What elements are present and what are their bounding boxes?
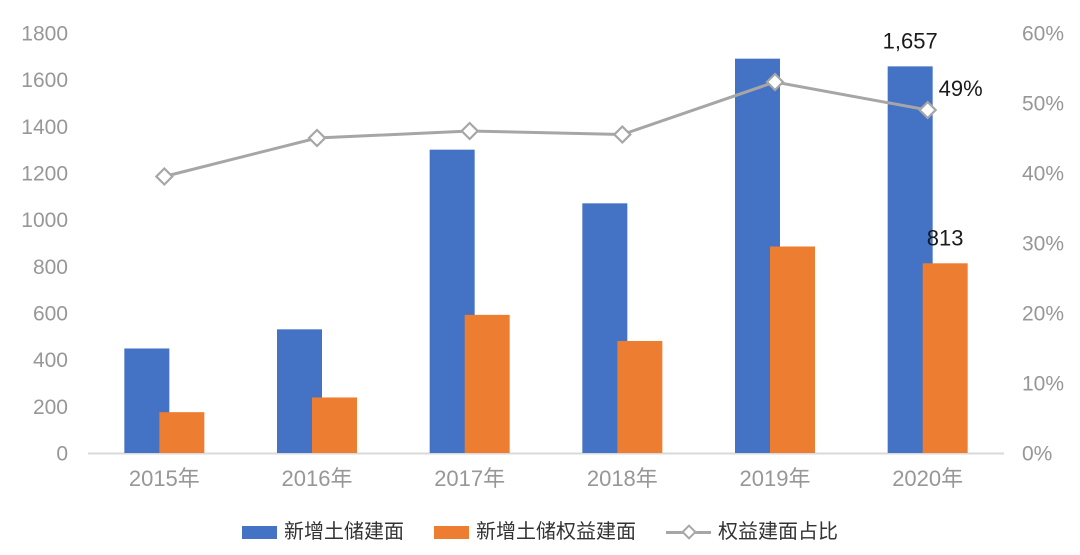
legend-diamond-icon <box>680 524 697 540</box>
bar-equity-gfa-2018年 <box>617 341 663 453</box>
left-axis-tick-label: 1600 <box>21 69 68 92</box>
data-label: 813 <box>927 225 964 250</box>
right-axis-tick-label: 40% <box>1022 163 1064 186</box>
bar-equity-gfa-2020年 <box>922 263 968 453</box>
legend-label-equity-ratio: 权益建面占比 <box>718 521 838 543</box>
left-axis-tick-label: 1400 <box>21 116 68 139</box>
left-axis-tick-label: 0 <box>56 443 68 466</box>
left-axis-tick-label: 600 <box>33 303 68 326</box>
data-label: 1,657 <box>883 28 938 53</box>
right-axis-tick-label: 50% <box>1022 93 1064 116</box>
legend-label-equity-gfa: 新增土储权益建面 <box>476 521 636 543</box>
line-marker-diamond-icon <box>765 72 785 92</box>
data-label: 49% <box>939 76 983 101</box>
left-axis-tick-label: 200 <box>33 396 68 419</box>
x-axis-label: 2019年 <box>740 466 811 491</box>
right-axis-tick-label: 60% <box>1022 23 1064 46</box>
equity-ratio-line <box>163 80 928 178</box>
legend-swatch-blue <box>242 525 277 539</box>
x-axis-label: 2017年 <box>434 466 505 491</box>
left-axis-tick-label: 1000 <box>21 209 68 232</box>
left-axis-tick-label: 1800 <box>21 23 68 46</box>
right-axis-tick-label: 30% <box>1022 233 1064 256</box>
legend-item-gfa: 新增土储建面 <box>242 521 404 543</box>
left-axis-tick-label: 1200 <box>21 163 68 186</box>
right-axis-tick-label: 10% <box>1022 373 1064 396</box>
x-axis-label: 2020年 <box>892 466 963 491</box>
line-marker-diamond-icon <box>460 121 480 141</box>
line-marker-diamond-icon <box>918 100 938 120</box>
legend-label-gfa: 新增土储建面 <box>284 521 404 543</box>
left-axis-tick-label: 400 <box>33 349 68 372</box>
line-marker-diamond-icon <box>154 166 174 187</box>
legend-item-equity-ratio: 权益建面占比 <box>666 521 838 543</box>
legend-swatch-orange <box>434 525 469 539</box>
right-axis-tick-label: 20% <box>1022 303 1064 326</box>
x-axis-label: 2018年 <box>587 466 658 491</box>
chart-legend: 新增土储建面 新增土储权益建面 权益建面占比 <box>0 521 1080 543</box>
line-marker-diamond-icon <box>612 124 632 145</box>
bar-equity-gfa-2017年 <box>464 314 510 453</box>
left-axis-tick-label: 800 <box>33 256 68 279</box>
bar-equity-gfa-2019年 <box>770 246 815 453</box>
right-axis-tick-label: 0% <box>1022 443 1052 466</box>
bar-equity-gfa-2015年 <box>159 412 205 453</box>
x-axis-label: 2016年 <box>282 466 353 491</box>
legend-line-marker-icon <box>666 524 711 540</box>
legend-item-equity-gfa: 新增土储权益建面 <box>434 521 636 543</box>
x-axis-label: 2015年 <box>129 466 200 491</box>
bar-equity-gfa-2016年 <box>312 397 357 453</box>
line-marker-diamond-icon <box>307 128 327 148</box>
